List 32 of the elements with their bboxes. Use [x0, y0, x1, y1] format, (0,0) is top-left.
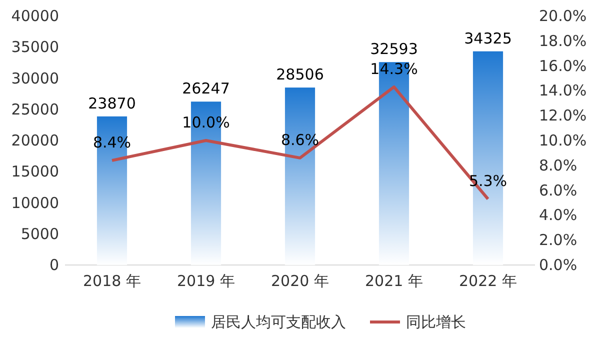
y2tick: 12.0% — [539, 106, 587, 125]
y2tick: 10.0% — [539, 132, 587, 150]
data-label: 32593 — [370, 40, 418, 58]
xtick: 2018 年 — [83, 272, 141, 290]
legend-label: 同比增长 — [406, 313, 466, 331]
data-label: 34325 — [464, 29, 512, 48]
data-label: 28506 — [276, 66, 324, 84]
y2tick: 20.0% — [539, 7, 587, 25]
y2tick: 8.0% — [539, 156, 578, 174]
y2tick: 0.0% — [539, 256, 578, 274]
data-label: 23870 — [88, 94, 136, 112]
ytick: 30000 — [11, 69, 59, 88]
ytick: 15000 — [11, 162, 59, 181]
xtick: 2022 年 — [459, 272, 517, 290]
ytick: 25000 — [11, 100, 59, 118]
y2tick: 4.0% — [539, 206, 578, 224]
xtick: 2020 年 — [271, 272, 329, 290]
y2tick: 6.0% — [539, 181, 578, 200]
ytick: 40000 — [11, 7, 59, 25]
y2tick: 18.0% — [539, 32, 587, 50]
legend-label: 居民人均可支配收入 — [211, 313, 346, 331]
xtick: 2019 年 — [177, 272, 235, 290]
y2tick: 14.0% — [539, 82, 587, 100]
xtick: 2021 年 — [365, 272, 423, 290]
y2tick: 2.0% — [539, 231, 578, 250]
y2tick: 16.0% — [539, 56, 587, 75]
ytick: 20000 — [11, 132, 59, 150]
ytick: 35000 — [11, 38, 59, 56]
ytick: 10000 — [11, 194, 59, 212]
ytick: 5000 — [20, 224, 59, 243]
ytick: 0 — [49, 256, 59, 274]
data-label: 26247 — [182, 80, 230, 98]
